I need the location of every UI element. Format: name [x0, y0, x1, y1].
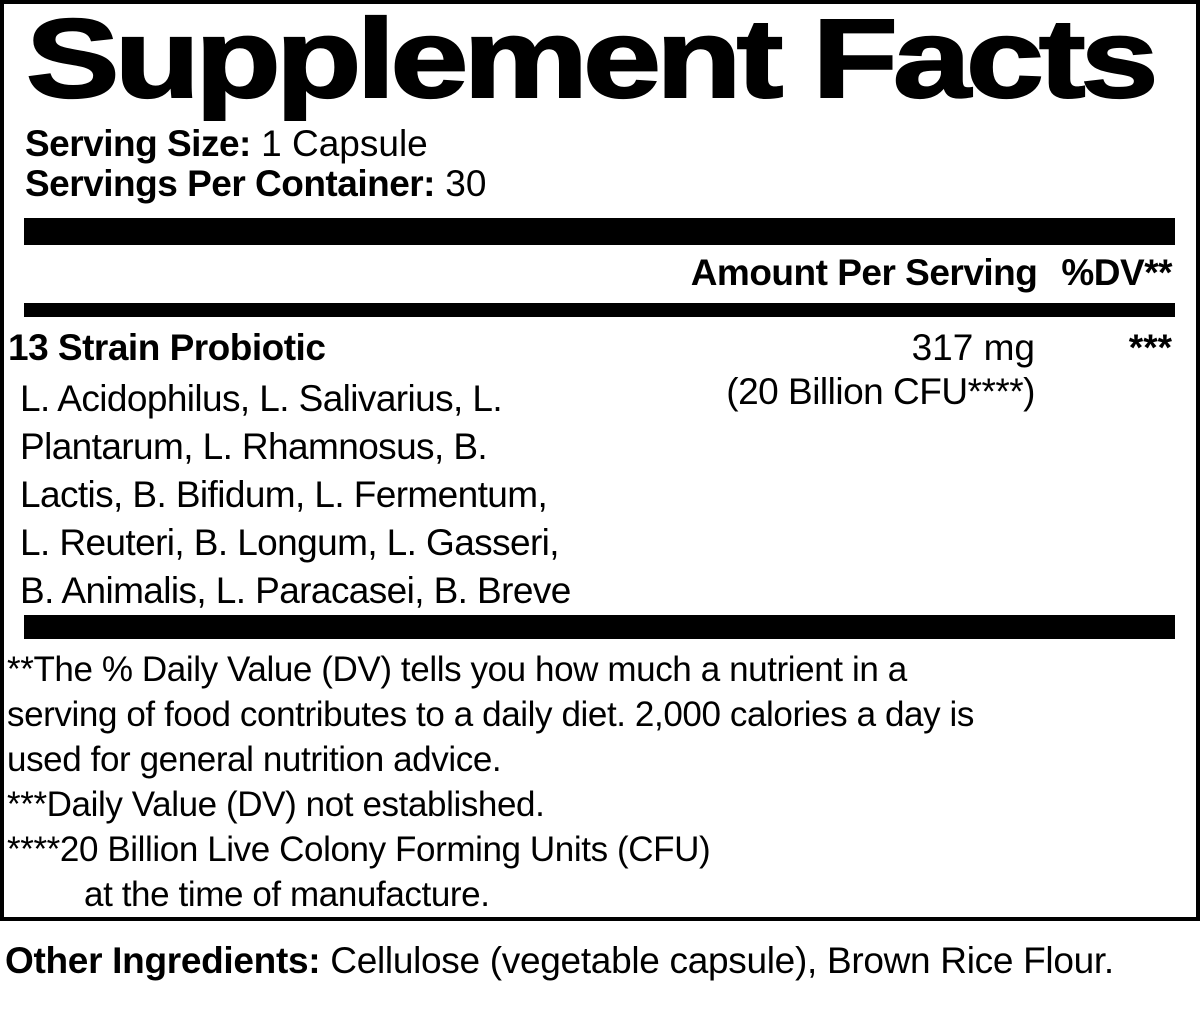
serving-size-value: 1 Capsule — [250, 123, 428, 164]
footnotes: **The % Daily Value (DV) tells you how m… — [7, 647, 1178, 917]
text-line: Plantarum, L. Rhamnosus, B. — [20, 426, 488, 467]
divider-thick-bar — [24, 218, 1175, 245]
nutrient-amount: 317 mg — [911, 327, 1035, 368]
other-ingredients: Other Ingredients: Cellulose (vegetable … — [5, 939, 1145, 983]
dv-explainer: **The % Daily Value (DV) tells you how m… — [7, 647, 1178, 782]
nutrient-name-cell: 13 Strain Probiotic L. Acidophilus, L. S… — [8, 327, 726, 615]
cfu-note-line2: at the time of manufacture. — [84, 875, 490, 914]
nutrient-row: 13 Strain Probiotic L. Acidophilus, L. S… — [8, 327, 1172, 615]
page-title: Supplement Facts — [25, 0, 1160, 121]
amount-per-serving-header: Amount Per Serving — [690, 252, 1038, 293]
nutrient-name: 13 Strain Probiotic — [8, 327, 326, 368]
servings-per-container-value: 30 — [435, 163, 487, 204]
servings-per-container-line: Servings Per Container: 30 — [25, 164, 1172, 204]
text-line: Lactis, B. Bifidum, L. Fermentum, — [20, 474, 548, 515]
nutrient-amount-note: (20 Billion CFU****) — [726, 371, 1035, 412]
column-header-row: Amount Per Serving %DV** — [25, 252, 1173, 293]
text-line: **The % Daily Value (DV) tells you how m… — [7, 650, 907, 689]
serving-info: Serving Size: 1 Capsule Servings Per Con… — [25, 124, 1172, 204]
cfu-note-line1: ****20 Billion Live Colony Forming Units… — [7, 830, 711, 869]
serving-size-label: Serving Size: — [25, 123, 251, 164]
strain-list: L. Acidophilus, L. Salivarius, L. Plantar… — [8, 375, 726, 615]
text-line: L. Reuteri, B. Longum, L. Gasseri, — [20, 522, 560, 563]
other-ingredients-label: Other Ingredients: — [5, 940, 321, 981]
serving-size-line: Serving Size: 1 Capsule — [25, 124, 1172, 164]
text-line: L. Acidophilus, L. Salivarius, L. — [20, 378, 503, 419]
text-line: serving of food contributes to a daily d… — [7, 695, 974, 734]
divider-medium-bar — [24, 303, 1175, 317]
title-row: Supplement Facts — [4, 0, 1196, 121]
percent-dv-header: %DV** — [1061, 252, 1172, 293]
text-line: used for general nutrition advice. — [7, 740, 502, 779]
dv-not-established-note: ***Daily Value (DV) not established. — [7, 785, 545, 824]
other-ingredients-value: Cellulose (vegetable capsule), Brown Ric… — [320, 940, 1114, 981]
nutrient-dv: *** — [1128, 327, 1172, 368]
text-line: B. Animalis, L. Paracasei, B. Breve — [20, 570, 571, 611]
divider-heavy-bar — [24, 615, 1175, 639]
servings-per-container-label: Servings Per Container: — [25, 163, 436, 204]
facts-panel: Supplement Facts Serving Size: 1 Capsule… — [0, 0, 1200, 921]
nutrient-amount-cell: 317 mg (20 Billion CFU****) — [726, 327, 1035, 415]
